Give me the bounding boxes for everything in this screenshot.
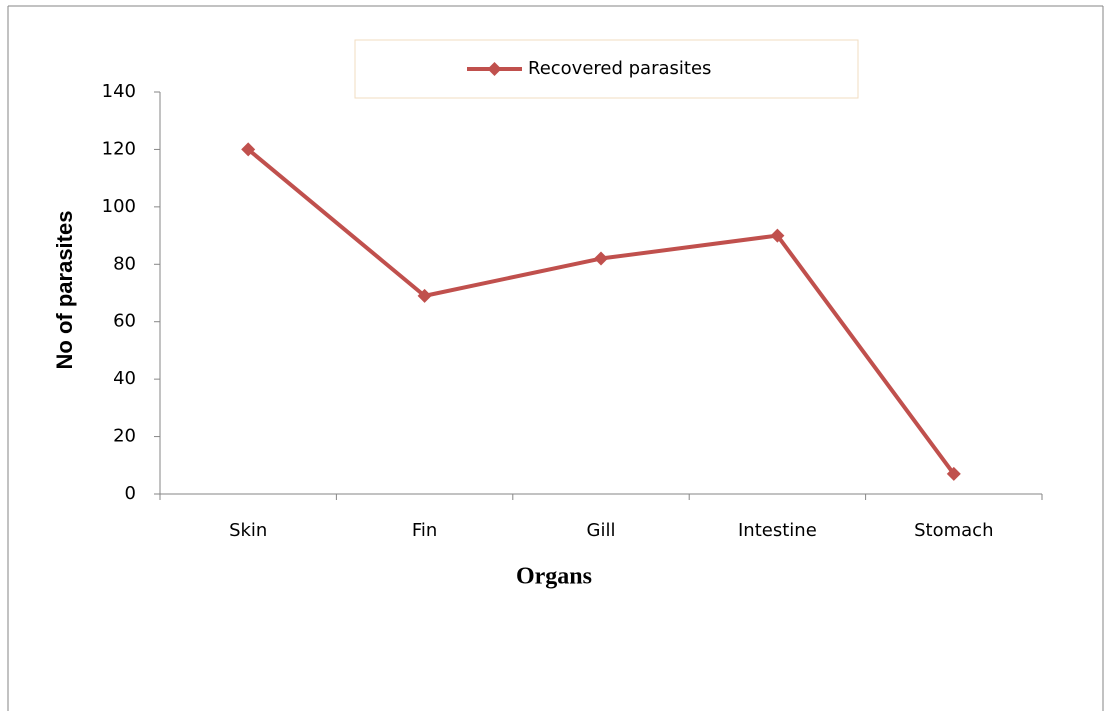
y-tick-label: 120 [102,138,136,159]
y-tick-label: 0 [125,483,136,504]
x-axis-title: Organs [516,564,592,590]
x-tick-label: Stomach [914,520,993,541]
x-tick-label: Skin [229,520,267,541]
y-tick-label: 60 [113,311,136,332]
y-tick-label: 20 [113,426,136,447]
point [241,142,256,157]
y-tick-label: 80 [113,253,136,274]
point [594,251,608,266]
point [946,466,961,481]
point [770,228,785,243]
y-tick-label: 140 [102,81,136,102]
legend-box [354,39,859,99]
y-axis-title: No of parasites [52,211,77,370]
legend-label: Recovered parasites [528,58,711,79]
y-tick-label: 40 [113,368,136,389]
legend-marker [487,62,502,76]
y-tick-label: 100 [102,196,136,217]
x-tick-label: Fin [412,520,437,541]
point [417,288,432,303]
x-tick-label: Gill [587,520,616,541]
x-tick-label: Intestine [738,520,817,541]
series-line [246,147,956,476]
